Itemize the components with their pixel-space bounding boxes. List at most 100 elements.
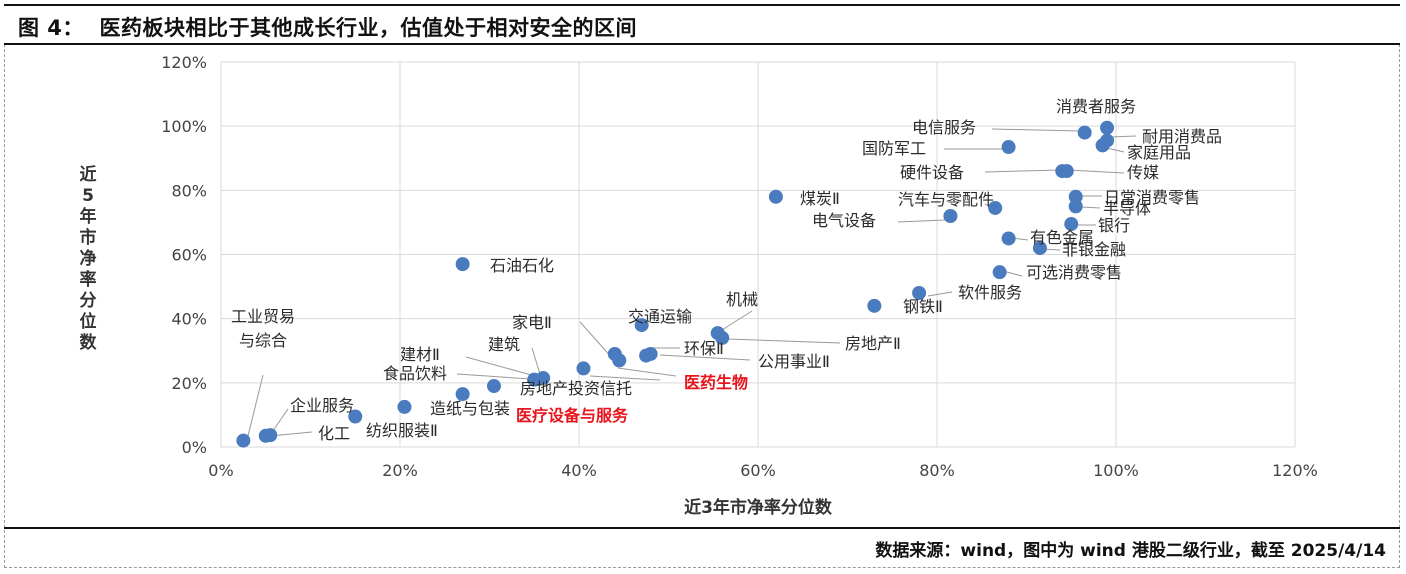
point-label-line: 工业贸易 xyxy=(231,307,295,326)
data-point xyxy=(612,353,627,368)
leader-line xyxy=(589,375,661,381)
point-label: 企业服务 xyxy=(290,396,354,415)
y-tick-label: 100% xyxy=(161,117,207,136)
leader-line xyxy=(927,291,953,297)
x-tick-label: 0% xyxy=(208,461,233,480)
title-bar: 图 4： 医药板块相比于其他成长行业，估值处于相对安全的区间 xyxy=(4,4,1400,45)
data-point xyxy=(236,433,251,448)
leader-line xyxy=(991,128,1081,132)
y-axis-title-char: 净 xyxy=(80,248,97,269)
point-label: 消费者服务 xyxy=(1056,97,1136,116)
leader-line xyxy=(1106,147,1125,153)
data-point xyxy=(1064,217,1079,232)
leader-line xyxy=(246,374,264,441)
x-axis-title: 近3年市净率分位数 xyxy=(684,497,833,518)
point-label: 建筑 xyxy=(488,335,520,354)
data-point xyxy=(988,200,1003,215)
point-label: 有色金属 xyxy=(1030,228,1094,247)
x-tick-label: 40% xyxy=(561,461,597,480)
leader-line xyxy=(617,367,677,377)
point-label: 国防军工 xyxy=(862,139,926,158)
data-point xyxy=(992,265,1007,280)
point-label: 电气设备 xyxy=(812,211,876,230)
y-tick-label: 40% xyxy=(171,310,207,329)
data-point xyxy=(348,409,363,424)
y-axis-title-char: 市 xyxy=(80,227,97,248)
x-tick-label: 80% xyxy=(919,461,955,480)
y-axis-title-char: 5 xyxy=(82,186,94,206)
point-label: 建材Ⅱ xyxy=(400,345,440,364)
point-label: 机械 xyxy=(726,290,758,309)
data-point xyxy=(643,346,658,361)
point-label: 医疗设备与服务 xyxy=(516,406,629,425)
source-divider xyxy=(4,527,1400,529)
point-label: 房地产Ⅱ xyxy=(845,334,901,353)
x-tick-label: 20% xyxy=(382,461,418,480)
y-axis-title: 近 5 年市净率分位数 xyxy=(80,164,98,353)
point-label: 钢铁Ⅱ xyxy=(903,297,943,316)
leader-line xyxy=(727,338,841,344)
data-point xyxy=(1001,140,1016,155)
data-point xyxy=(912,286,927,300)
point-label: 医药生物 xyxy=(684,373,748,392)
point-label: 交通运输 xyxy=(628,307,692,326)
point-label: 软件服务 xyxy=(958,283,1022,302)
data-point xyxy=(1100,120,1115,135)
data-point xyxy=(1032,241,1047,256)
data-point xyxy=(486,379,501,394)
data-point xyxy=(536,371,551,386)
y-axis-title-char: 近 xyxy=(80,164,97,185)
point-label: 工业贸易与综合 xyxy=(231,307,295,350)
x-tick-label: 60% xyxy=(740,461,776,480)
leader-line xyxy=(897,219,946,223)
y-axis-title-char: 率 xyxy=(80,269,97,290)
leader-line xyxy=(1080,206,1101,209)
point-label: 造纸与包装 xyxy=(430,399,510,418)
point-label: 传媒 xyxy=(1127,163,1159,182)
data-point xyxy=(943,209,958,223)
point-label: 耐用消费品 xyxy=(1142,127,1222,146)
data-point xyxy=(1068,189,1083,204)
data-point xyxy=(1068,199,1083,214)
leader-line xyxy=(659,354,751,361)
point-label: 环保Ⅱ xyxy=(684,339,724,358)
leader-line xyxy=(465,356,536,377)
leader-line xyxy=(721,310,753,331)
data-point xyxy=(397,399,412,414)
y-tick-label: 0% xyxy=(182,438,207,457)
y-tick-label: 120% xyxy=(161,53,207,72)
point-label-line: 与综合 xyxy=(239,331,287,350)
y-axis-title-char: 位 xyxy=(80,311,97,332)
point-label: 半导体 xyxy=(1103,199,1151,218)
point-label: 硬件设备 xyxy=(900,163,964,182)
data-point xyxy=(634,318,649,333)
point-label: 公用事业Ⅱ xyxy=(758,352,830,371)
data-point xyxy=(715,330,730,345)
y-axis-title-char: 数 xyxy=(80,332,98,353)
data-point xyxy=(1059,164,1074,179)
leader-line xyxy=(531,347,541,375)
leader-line xyxy=(1067,169,1125,174)
leader-line xyxy=(456,373,532,380)
point-label: 银行 xyxy=(1098,216,1130,235)
y-axis-title-char: 年 xyxy=(80,206,97,227)
point-label: 日常消费零售 xyxy=(1104,188,1200,207)
data-point xyxy=(1001,231,1016,246)
y-axis-title-char: 分 xyxy=(80,291,97,311)
y-tick-label: 20% xyxy=(171,374,207,393)
data-point xyxy=(576,361,591,376)
data-point xyxy=(455,257,470,272)
point-label: 非银金融 xyxy=(1062,240,1126,259)
data-point xyxy=(455,387,470,402)
data-point xyxy=(1100,133,1115,148)
source-note: 数据来源：wind，图中为 wind 港股二级行业，截至 2025/4/14 xyxy=(875,541,1386,561)
data-point xyxy=(263,428,278,443)
x-tick-label: 120% xyxy=(1272,461,1318,480)
figure-title: 图 4： 医药板块相比于其他成长行业，估值处于相对安全的区间 xyxy=(18,16,638,40)
point-label: 煤炭Ⅱ xyxy=(800,189,840,208)
data-point xyxy=(867,298,882,313)
point-label: 纺织服装Ⅱ xyxy=(366,421,438,440)
y-tick-label: 60% xyxy=(171,246,207,265)
point-label: 可选消费零售 xyxy=(1026,263,1122,282)
leader-line xyxy=(984,169,1061,173)
